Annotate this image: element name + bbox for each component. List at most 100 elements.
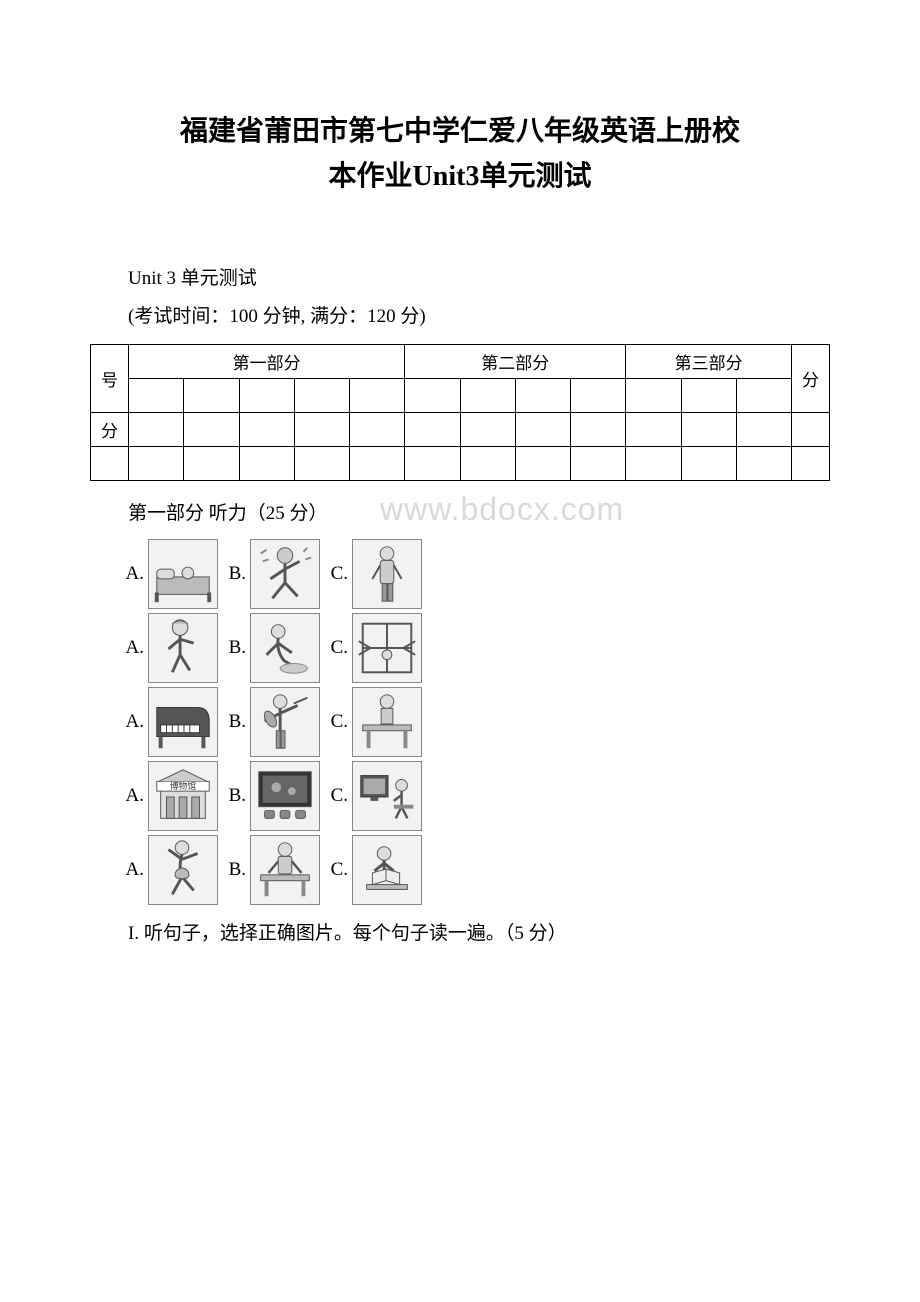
cell-empty — [460, 412, 515, 446]
cartoon-person-watching-tv-icon — [352, 761, 422, 831]
cartoon-child-reading-icon — [352, 835, 422, 905]
cell-empty — [681, 378, 736, 412]
cell-empty — [626, 412, 681, 446]
option-label-b: B. — [224, 563, 246, 585]
option-label-a: A. — [122, 785, 144, 807]
cartoon-person-standing-icon — [352, 539, 422, 609]
section1-header: 第一部分 听力（25 分） — [90, 495, 328, 533]
cell-empty — [405, 412, 460, 446]
image-cell: C. — [326, 835, 422, 905]
image-cell: A. — [122, 539, 218, 609]
image-cell: C. — [326, 761, 422, 831]
cell-empty — [515, 378, 570, 412]
image-cell: A. — [122, 613, 218, 683]
cell-total-header: 分 — [792, 344, 830, 412]
image-cell: B. — [224, 613, 320, 683]
cell-empty — [405, 446, 460, 480]
cell-empty — [239, 378, 294, 412]
table-row — [91, 378, 830, 412]
exam-info: (考试时间：100 分钟, 满分：120 分) — [90, 298, 830, 336]
title-line-2: 本作业Unit3单元测试 — [329, 161, 592, 192]
cell-empty — [294, 412, 349, 446]
image-row: A. 博物馆 B. C. — [122, 761, 830, 831]
section-header-row: 第一部分 听力（25 分） www.bdocx.com — [90, 495, 830, 533]
page-title: 福建省莆田市第七中学仁爱八年级英语上册校 本作业Unit3单元测试 — [90, 110, 830, 200]
cell-part2-header: 第二部分 — [405, 344, 626, 378]
option-label-c: C. — [326, 785, 348, 807]
option-label-a: A. — [122, 637, 144, 659]
cell-empty — [626, 446, 681, 480]
cell-empty — [792, 412, 830, 446]
cartoon-museum-building-icon: 博物馆 — [148, 761, 218, 831]
cell-empty — [736, 446, 791, 480]
option-label-b: B. — [224, 711, 246, 733]
cell-empty — [350, 412, 405, 446]
cell-empty — [571, 378, 626, 412]
cell-empty — [184, 378, 239, 412]
cell-empty — [350, 378, 405, 412]
cartoon-girl-playing-violin-icon — [250, 687, 320, 757]
title-line-1: 福建省莆田市第七中学仁爱八年级英语上册校 — [180, 116, 740, 147]
cell-empty — [405, 378, 460, 412]
cartoon-girl-at-desk-icon — [352, 687, 422, 757]
image-cell: C. — [326, 539, 422, 609]
cell-empty — [184, 412, 239, 446]
image-cell: B. — [224, 687, 320, 757]
option-label-a: A. — [122, 859, 144, 881]
option-label-b: B. — [224, 859, 246, 881]
cell-empty — [681, 412, 736, 446]
image-row: A. B. C. — [122, 539, 830, 609]
cell-part1-header: 第一部分 — [129, 344, 405, 378]
cell-row-label: 号 — [91, 344, 129, 412]
cartoon-window-opening-icon — [352, 613, 422, 683]
option-label-c: C. — [326, 637, 348, 659]
image-cell: C. — [326, 687, 422, 757]
option-label-a: A. — [122, 563, 144, 585]
image-cell: A. — [122, 835, 218, 905]
cell-empty — [294, 378, 349, 412]
cell-empty — [460, 378, 515, 412]
image-cell: B. — [224, 539, 320, 609]
cell-empty — [736, 378, 791, 412]
option-label-b: B. — [224, 785, 246, 807]
option-label-b: B. — [224, 637, 246, 659]
cell-empty — [184, 446, 239, 480]
image-row: A. B. C. — [122, 835, 830, 905]
table-row — [91, 446, 830, 480]
question-1: I. 听句子，选择正确图片。每个句子读一遍。（5 分） — [90, 915, 830, 953]
svg-text:博物馆: 博物馆 — [170, 780, 196, 791]
cell-empty — [91, 446, 129, 480]
cell-empty — [460, 446, 515, 480]
image-cell: B. — [224, 761, 320, 831]
image-cell: C. — [326, 613, 422, 683]
cell-empty — [239, 412, 294, 446]
cartoon-girl-walking-icon — [148, 613, 218, 683]
cartoon-cinema-screen-icon — [250, 761, 320, 831]
table-row: 号 第一部分 第二部分 第三部分 分 — [91, 344, 830, 378]
option-label-c: C. — [326, 563, 348, 585]
cell-empty — [792, 446, 830, 480]
cell-part3-header: 第三部分 — [626, 344, 792, 378]
image-cell: A. — [122, 687, 218, 757]
listening-image-grid: A. B. C. A. — [122, 539, 830, 905]
image-cell: A. 博物馆 — [122, 761, 218, 831]
cell-score-label: 分 — [91, 412, 129, 446]
cell-empty — [350, 446, 405, 480]
cartoon-piano-icon — [148, 687, 218, 757]
cell-empty — [515, 412, 570, 446]
cartoon-person-running-icon — [250, 539, 320, 609]
cell-empty — [515, 446, 570, 480]
cell-empty — [626, 378, 681, 412]
cell-empty — [129, 378, 184, 412]
option-label-c: C. — [326, 711, 348, 733]
cartoon-sleeping-bed-icon — [148, 539, 218, 609]
watermark: www.bdocx.com — [380, 491, 624, 528]
table-row: 分 — [91, 412, 830, 446]
cell-empty — [571, 446, 626, 480]
option-label-c: C. — [326, 859, 348, 881]
cell-empty — [736, 412, 791, 446]
cartoon-girl-dancing-icon — [148, 835, 218, 905]
cartoon-girl-at-table-icon — [250, 835, 320, 905]
cell-empty — [129, 412, 184, 446]
image-row: A. B. C. — [122, 613, 830, 683]
